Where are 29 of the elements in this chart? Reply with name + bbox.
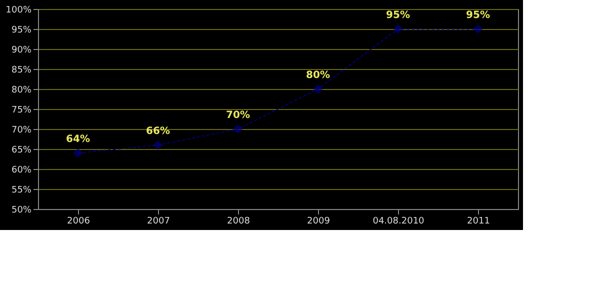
y-tick-label: 90% — [11, 46, 32, 56]
text: 95% — [386, 10, 410, 21]
y-tick-label: 55% — [11, 186, 32, 196]
x-tick-label: 2007 — [147, 216, 170, 226]
point — [473, 24, 483, 34]
y-tick-label: 75% — [11, 106, 32, 116]
text: 70% — [226, 110, 250, 121]
text: 64% — [66, 134, 90, 145]
text: 95% — [466, 10, 490, 21]
x-tick-label: 2009 — [307, 216, 330, 226]
y-tick-label: 70% — [11, 126, 32, 136]
point — [233, 124, 243, 134]
point — [153, 140, 163, 150]
text: 66% — [146, 126, 170, 137]
text: 80% — [306, 70, 330, 81]
x-tick-label: 2006 — [67, 216, 90, 226]
point — [313, 84, 323, 94]
y-tick-label: 65% — [11, 146, 32, 156]
point — [73, 148, 83, 158]
y-tick-label: 100% — [6, 6, 32, 16]
y-tick-label: 85% — [11, 66, 32, 76]
x-tick-label: 2011 — [467, 216, 490, 226]
x-tick-label: 04.08.2010 — [372, 216, 425, 226]
y-tick-label: 50% — [11, 206, 32, 216]
y-tick-label: 95% — [11, 26, 32, 36]
y-tick-label: 60% — [11, 166, 32, 176]
y-tick-label: 80% — [11, 86, 32, 96]
point — [393, 24, 403, 34]
x-tick-label: 2008 — [227, 216, 250, 226]
